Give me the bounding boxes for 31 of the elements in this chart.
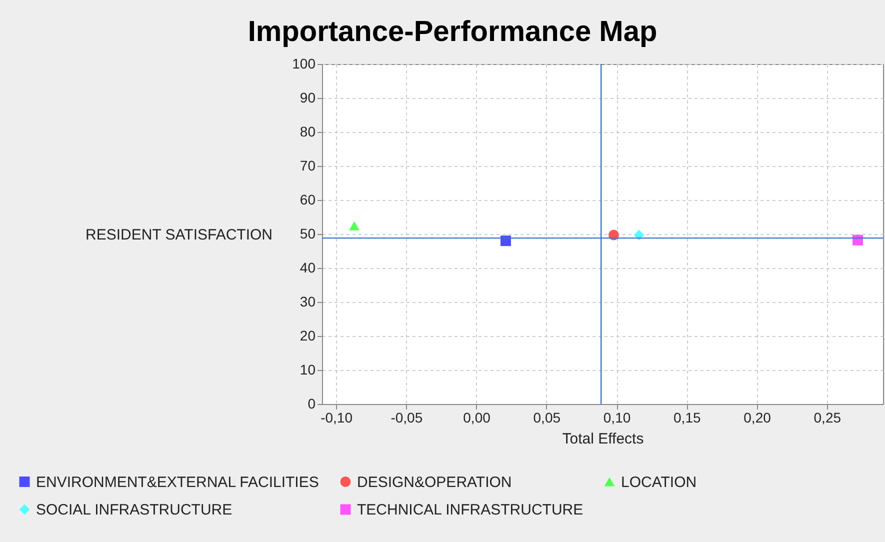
y-tick-label: 0 [308, 396, 316, 412]
x-axis-title: Total Effects [562, 430, 644, 448]
x-tick-label: 0,25 [814, 410, 842, 426]
x-tick-label: -0,05 [390, 410, 423, 426]
legend-label: LOCATION [621, 474, 697, 491]
chart-title: Importance-Performance Map [248, 16, 658, 48]
y-tick-label: 50 [300, 226, 316, 242]
y-axis-title: RESIDENT SATISFACTION [86, 226, 272, 244]
point [852, 234, 863, 246]
point [349, 221, 360, 230]
y-tick-label: 60 [300, 192, 316, 208]
x-tick-label: 0,20 [744, 410, 772, 426]
y-tick-label: 80 [300, 124, 316, 140]
y-tick-label: 70 [300, 158, 316, 174]
legend-label: TECHNICAL INFRASTRUCTURE [357, 502, 584, 518]
x-tick-label: 0,10 [603, 410, 631, 426]
x-tick-label: 0,00 [463, 410, 491, 426]
legend-label: ENVIRONMENT&EXTERNAL FACILITIES [36, 474, 319, 491]
y-tick-label: 30 [300, 294, 316, 310]
y-tick-label: 90 [300, 90, 316, 106]
legend-label: SOCIAL INFRASTRUCTURE [36, 502, 232, 518]
x-tick-label: -0,10 [320, 410, 353, 426]
y-tick-label: 20 [300, 328, 316, 344]
legend-label: DESIGN&OPERATION [357, 474, 512, 491]
y-tick-label: 10 [300, 362, 316, 378]
x-tick-label: 0,15 [674, 410, 701, 426]
x-tick-label: 0,05 [533, 410, 561, 426]
y-tick-label: 40 [300, 260, 316, 276]
y-tick-label: 100 [292, 56, 316, 72]
point [634, 230, 644, 240]
point [500, 236, 511, 246]
